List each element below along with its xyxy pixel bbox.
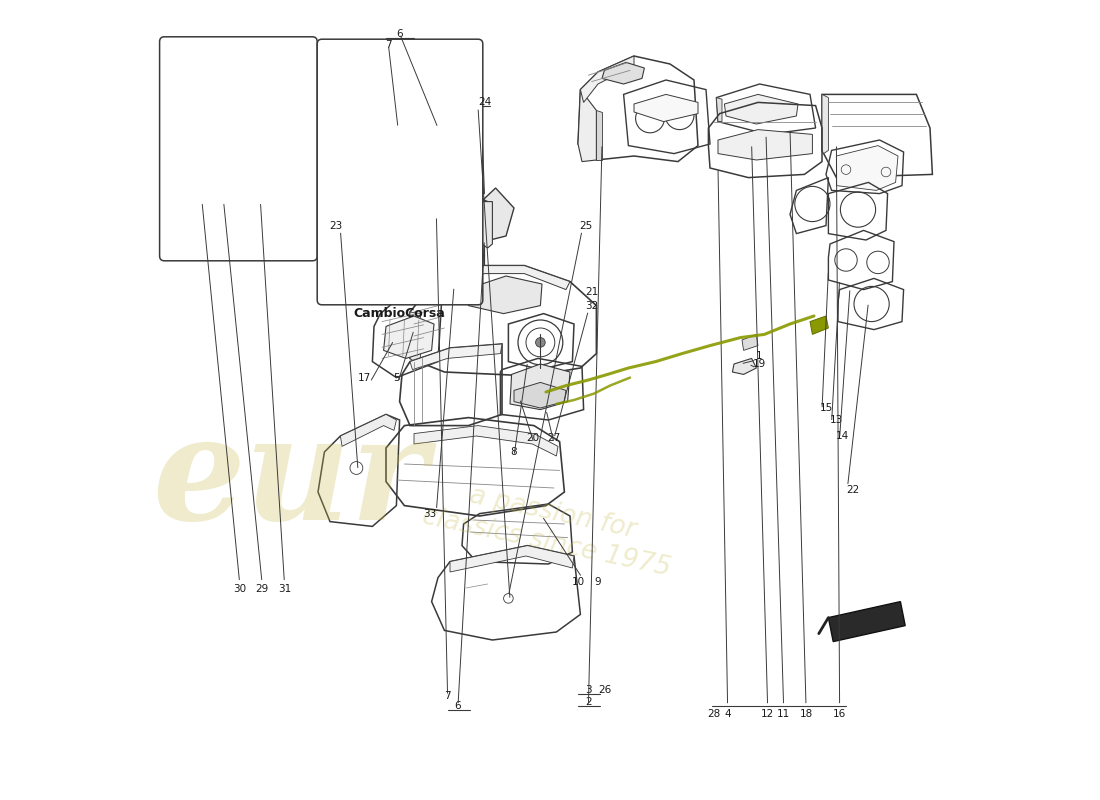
Polygon shape [810, 316, 828, 334]
Polygon shape [450, 546, 574, 572]
Polygon shape [340, 414, 396, 446]
Polygon shape [482, 202, 493, 248]
Polygon shape [733, 358, 757, 374]
Text: 16: 16 [833, 709, 846, 718]
Text: eur: eur [152, 410, 428, 550]
Polygon shape [596, 110, 602, 160]
Text: 25: 25 [580, 221, 593, 230]
FancyBboxPatch shape [317, 39, 483, 305]
Text: 5: 5 [393, 373, 399, 382]
Text: 2: 2 [585, 698, 592, 707]
Text: 33: 33 [424, 509, 437, 518]
Text: 8: 8 [510, 447, 517, 457]
Polygon shape [324, 116, 338, 166]
Polygon shape [410, 344, 502, 370]
Polygon shape [514, 382, 566, 408]
Circle shape [536, 338, 546, 347]
Text: 22: 22 [846, 485, 859, 494]
Text: 11: 11 [777, 709, 790, 718]
Polygon shape [742, 334, 758, 350]
Polygon shape [725, 94, 797, 124]
Polygon shape [466, 126, 484, 197]
Polygon shape [334, 228, 382, 240]
Text: 14: 14 [835, 431, 848, 441]
Polygon shape [822, 94, 828, 154]
Polygon shape [581, 56, 634, 102]
Polygon shape [716, 98, 722, 122]
Text: 20: 20 [526, 434, 539, 443]
Text: 18: 18 [800, 709, 813, 718]
Text: 12: 12 [761, 709, 774, 718]
Text: 27: 27 [548, 434, 561, 443]
Text: 9: 9 [595, 578, 602, 587]
Text: 6: 6 [396, 29, 403, 38]
Polygon shape [437, 206, 442, 230]
Polygon shape [384, 316, 434, 358]
Polygon shape [836, 146, 898, 190]
Text: 7: 7 [444, 691, 451, 701]
Polygon shape [410, 202, 420, 248]
Text: 15: 15 [820, 403, 833, 413]
Polygon shape [466, 188, 514, 244]
Polygon shape [414, 426, 558, 456]
Text: a passion for
classics since 1975: a passion for classics since 1975 [420, 474, 680, 582]
Text: 1: 1 [757, 351, 763, 361]
Text: 6: 6 [454, 701, 461, 710]
Text: 23: 23 [329, 221, 342, 230]
Text: 4: 4 [724, 709, 730, 718]
Text: 7: 7 [385, 40, 392, 50]
Polygon shape [332, 128, 469, 160]
Polygon shape [410, 312, 420, 362]
Text: 17: 17 [358, 373, 371, 382]
Polygon shape [332, 128, 342, 232]
Polygon shape [718, 130, 813, 160]
Polygon shape [578, 90, 596, 162]
Polygon shape [324, 160, 342, 202]
Text: 26: 26 [597, 685, 611, 694]
Text: 28: 28 [707, 709, 721, 718]
Polygon shape [510, 364, 570, 410]
Text: 10: 10 [571, 578, 584, 587]
Polygon shape [602, 62, 645, 84]
Text: 30: 30 [233, 584, 246, 594]
Polygon shape [442, 266, 570, 290]
Polygon shape [828, 602, 905, 642]
Polygon shape [332, 160, 474, 200]
Text: 24: 24 [477, 98, 491, 107]
Text: 13: 13 [829, 415, 843, 425]
FancyBboxPatch shape [160, 37, 317, 261]
Polygon shape [197, 144, 228, 174]
Polygon shape [634, 94, 698, 122]
Text: 29: 29 [255, 584, 268, 594]
Text: CambioCorsa: CambioCorsa [354, 307, 446, 320]
Polygon shape [469, 276, 542, 314]
Polygon shape [422, 228, 470, 240]
Text: 31: 31 [278, 584, 292, 594]
Text: 32: 32 [585, 301, 598, 310]
Polygon shape [346, 206, 463, 218]
Text: 19: 19 [754, 359, 767, 369]
Text: 21: 21 [585, 287, 598, 297]
Text: 3: 3 [585, 685, 592, 694]
